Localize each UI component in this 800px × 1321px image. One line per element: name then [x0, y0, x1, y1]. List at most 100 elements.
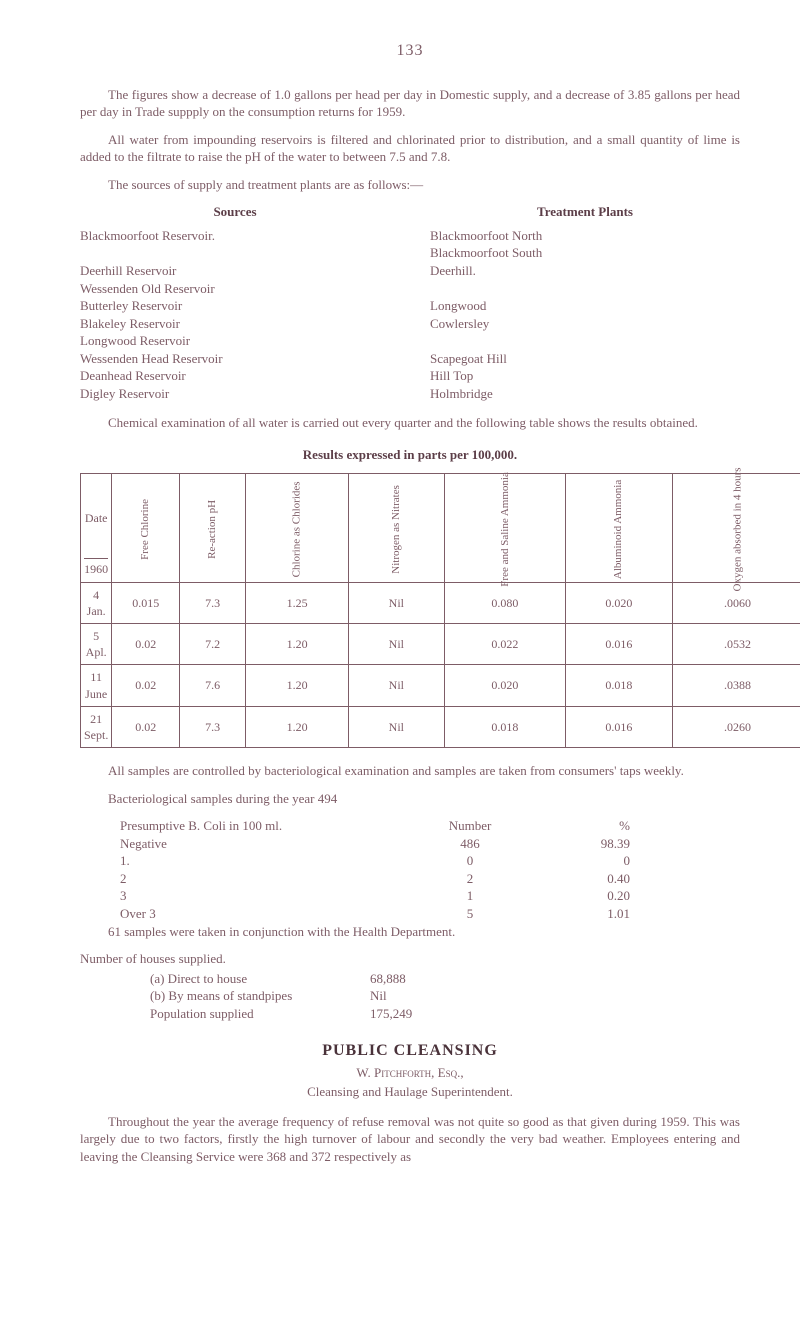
house-cell: (a) Direct to house [150, 970, 370, 988]
house-cell: 68,888 [370, 970, 406, 988]
bact-cell: 98.39 [530, 835, 630, 853]
source-item: Wessenden Head Reservoir [80, 350, 390, 368]
treatment-item: Longwood [430, 297, 740, 315]
bact-cell: 3 [80, 887, 410, 905]
table-cell: 21 Sept. [81, 706, 112, 747]
table-cell: 1.20 [246, 624, 349, 665]
table-cell: 1.20 [246, 665, 349, 706]
table-cell: 7.3 [180, 706, 246, 747]
results-table: Date1960Free ChlorineRe-action pHChlorin… [80, 473, 800, 748]
treatment-item: Scapegoat Hill [430, 350, 740, 368]
paragraph-3: The sources of supply and treatment plan… [80, 176, 740, 194]
source-item: Deerhill Reservoir [80, 262, 390, 280]
table-row: 5 Apl.0.027.21.20Nil0.0220.016.05321.371… [81, 624, 800, 665]
bact-row: 220.40 [80, 870, 740, 888]
table-header-cell: Re-action pH [180, 474, 246, 582]
sources-list: Blackmoorfoot Reservoir. Deerhill Reserv… [80, 227, 390, 402]
bact-cell: 1 [410, 887, 530, 905]
bact-cell: 2 [80, 870, 410, 888]
bact-cell: 0 [410, 852, 530, 870]
cleansing-role: Cleansing and Haulage Superintendent. [80, 1083, 740, 1101]
houses-head: Number of houses supplied. [80, 950, 740, 968]
paragraph-7: 61 samples were taken in conjunction wit… [80, 923, 740, 941]
table-cell: Nil [349, 624, 445, 665]
table-cell: 7.6 [180, 665, 246, 706]
bact-cell: 0.20 [530, 887, 630, 905]
table-cell: .0532 [672, 624, 800, 665]
bact-cell: 2 [410, 870, 530, 888]
page-number: 133 [80, 40, 740, 62]
house-row: (a) Direct to house68,888 [150, 970, 740, 988]
table-cell: 11 June [81, 665, 112, 706]
house-cell: (b) By means of standpipes [150, 987, 370, 1005]
sources-heading: Sources [80, 203, 390, 221]
table-cell: 0.080 [444, 582, 566, 623]
table-cell: 1.20 [246, 706, 349, 747]
treatment-item [430, 280, 740, 298]
house-row: (b) By means of standpipesNil [150, 987, 740, 1005]
house-row: Population supplied175,249 [150, 1005, 740, 1023]
table-header-cell: Albuminoid Ammonia [566, 474, 672, 582]
treatment-item: Deerhill. [430, 262, 740, 280]
table-cell: 0.02 [112, 706, 180, 747]
house-cell: Nil [370, 987, 387, 1005]
bact-row: Over 351.01 [80, 905, 740, 923]
bact-cell: % [530, 817, 630, 835]
cleansing-name: W. Pitchforth, Esq., [80, 1064, 740, 1082]
paragraph-5: All samples are controlled by bacteriolo… [80, 762, 740, 780]
bact-cell: Over 3 [80, 905, 410, 923]
table-cell: Nil [349, 582, 445, 623]
table-cell: 4 Jan. [81, 582, 112, 623]
paragraph-4: Chemical examination of all water is car… [80, 414, 740, 432]
paragraph-8: Throughout the year the average frequenc… [80, 1113, 740, 1166]
bacteriological-table: Presumptive B. Coli in 100 ml.Number%Neg… [80, 817, 740, 922]
table-cell: 0.02 [112, 624, 180, 665]
table-cell: Nil [349, 706, 445, 747]
table-cell: 0.016 [566, 624, 672, 665]
table-header-cell: Chlorine as Chlorides [246, 474, 349, 582]
paragraph-6: Bacteriological samples during the year … [80, 790, 740, 808]
table-cell: 0.015 [112, 582, 180, 623]
cleansing-title: PUBLIC CLEANSING [80, 1040, 740, 1062]
bact-cell: 1. [80, 852, 410, 870]
paragraph-1: The figures show a decrease of 1.0 gallo… [80, 86, 740, 121]
treatment-heading: Treatment Plants [430, 203, 740, 221]
table-cell: .0388 [672, 665, 800, 706]
source-item: Blakeley Reservoir [80, 315, 390, 333]
treatment-item [430, 332, 740, 350]
treatment-item: Cowlersley [430, 315, 740, 333]
table-cell: 0.022 [444, 624, 566, 665]
table-cell: 5 Apl. [81, 624, 112, 665]
bact-cell: Number [410, 817, 530, 835]
bact-cell: 0 [530, 852, 630, 870]
source-item: Blackmoorfoot Reservoir. [80, 227, 390, 245]
treatment-list: Blackmoorfoot NorthBlackmoorfoot SouthDe… [430, 227, 740, 402]
houses-list: (a) Direct to house68,888(b) By means of… [150, 970, 740, 1023]
bact-cell: 0.40 [530, 870, 630, 888]
table-header-cell: Free Chlorine [112, 474, 180, 582]
source-item [80, 244, 390, 262]
treatment-item: Blackmoorfoot North [430, 227, 740, 245]
table-row: 21 Sept.0.027.31.20Nil0.0180.016.02601.3… [81, 706, 800, 747]
bact-row: Negative48698.39 [80, 835, 740, 853]
table-cell: 0.02 [112, 665, 180, 706]
table-header-cell: Oxygen absorbed in 4 hours [672, 474, 800, 582]
bact-cell: 1.01 [530, 905, 630, 923]
sources-treatment-columns: Sources Blackmoorfoot Reservoir. Deerhil… [80, 203, 740, 402]
source-item: Digley Reservoir [80, 385, 390, 403]
treatment-item: Hill Top [430, 367, 740, 385]
table-cell: 0.016 [566, 706, 672, 747]
table-cell: 7.2 [180, 624, 246, 665]
table-row: 11 June0.027.61.20Nil0.0200.018.03881.58… [81, 665, 800, 706]
house-cell: Population supplied [150, 1005, 370, 1023]
bact-cell: Negative [80, 835, 410, 853]
bact-row: 310.20 [80, 887, 740, 905]
table-header-row: Date1960Free ChlorineRe-action pHChlorin… [81, 474, 800, 582]
source-item: Deanhead Reservoir [80, 367, 390, 385]
bact-cell: 486 [410, 835, 530, 853]
table-body: 4 Jan.0.0157.31.25Nil0.0800.020.00601.75… [81, 582, 800, 748]
source-item: Wessenden Old Reservoir [80, 280, 390, 298]
table-header-cell: Free and Saline Ammonia [444, 474, 566, 582]
table-cell: 0.020 [444, 665, 566, 706]
bact-row: 1.00 [80, 852, 740, 870]
